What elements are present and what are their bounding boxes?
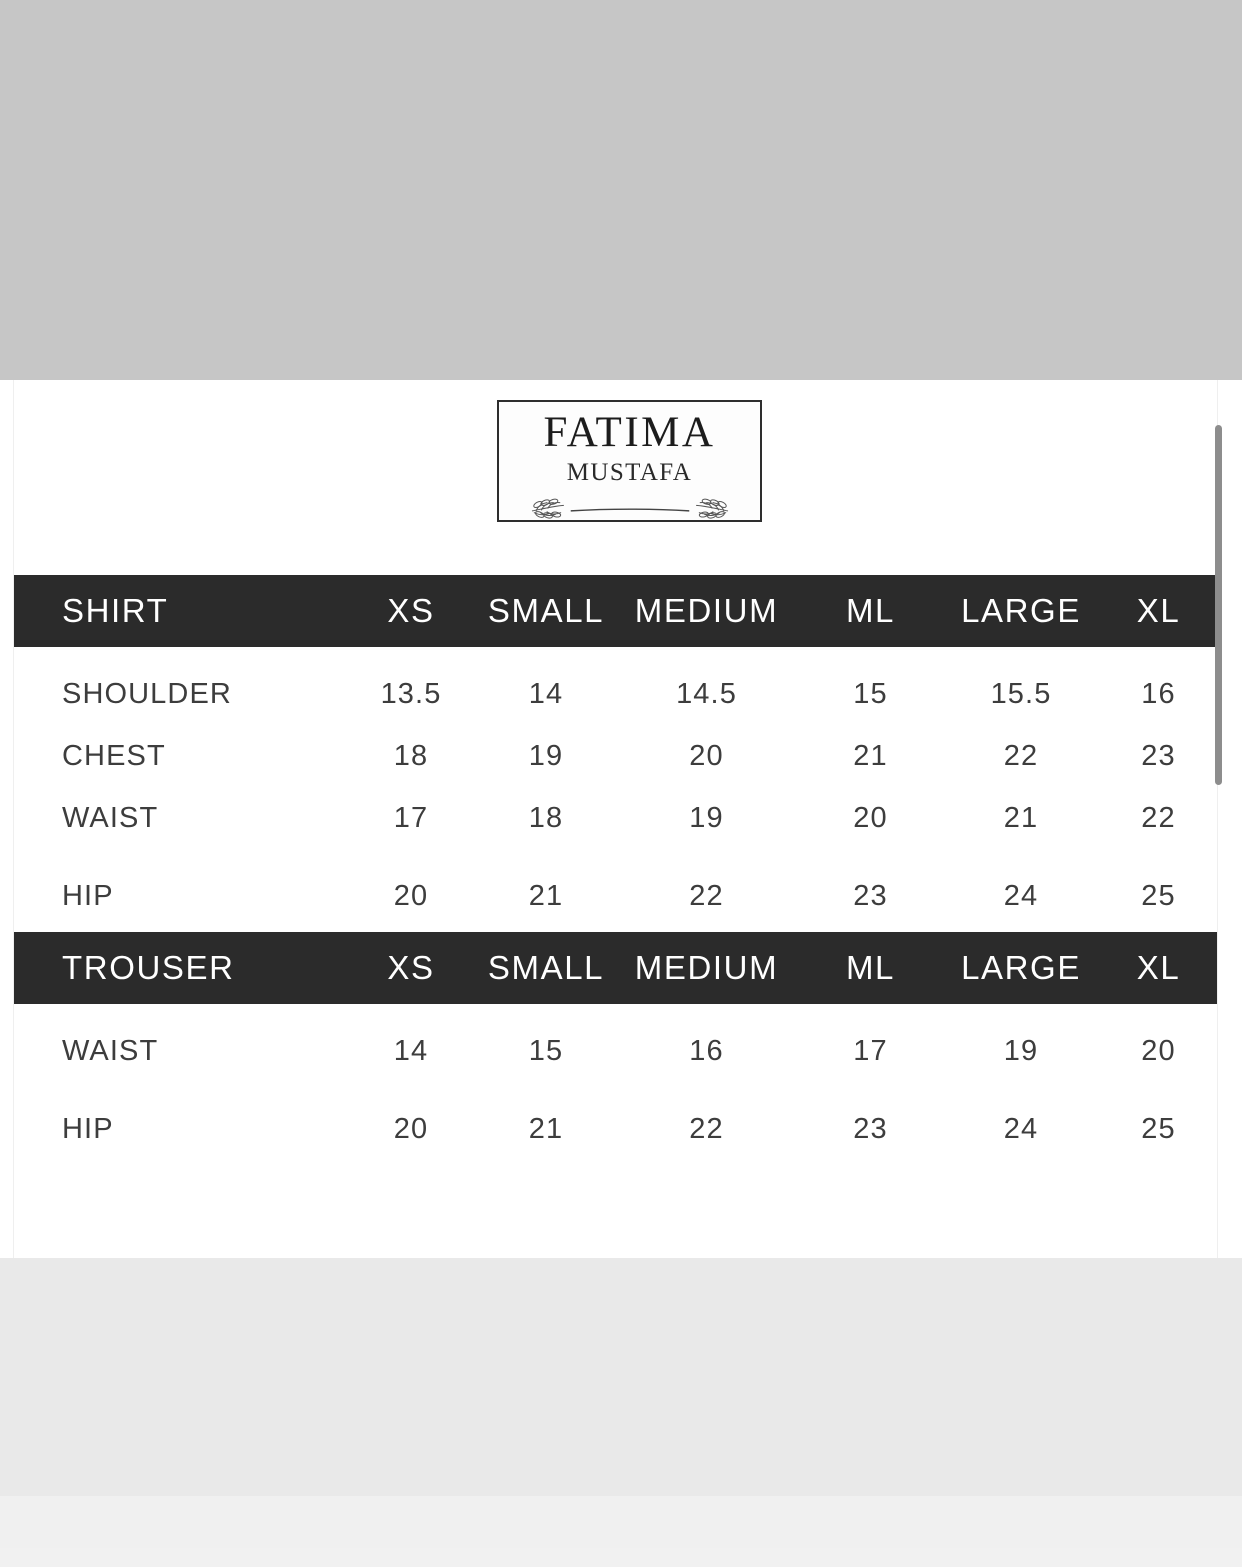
trouser-table-title: TROUSER (62, 949, 235, 986)
cell-xs: 20 (393, 879, 429, 912)
row-spacer (14, 849, 1217, 865)
row-label: HIP (62, 1112, 114, 1145)
trouser-col-header-xs: XS (387, 949, 435, 986)
cell-xl: 16 (1141, 677, 1176, 710)
cell-large: 24 (1003, 1112, 1039, 1145)
shirt-table-title: SHIRT (62, 592, 169, 629)
cell-ml: 17 (853, 1034, 888, 1067)
row-spacer (14, 1004, 1217, 1020)
cell-large: 21 (1003, 801, 1039, 834)
trouser-col-header-small: SMALL (487, 949, 605, 986)
shirt-col-header-medium: MEDIUM (634, 592, 779, 629)
trouser-table-header-row: TROUSER XS SMALL MEDIUM ML LARGE XL (14, 932, 1217, 1004)
trouser-col-header-medium: MEDIUM (634, 949, 779, 986)
cell-medium: 22 (689, 1112, 724, 1145)
table-row: WAIST 17 18 19 20 21 22 (14, 787, 1217, 849)
cell-xl: 23 (1141, 739, 1176, 772)
cell-large: 15.5 (990, 677, 1052, 710)
cell-ml: 15 (853, 677, 888, 710)
trouser-size-table: TROUSER XS SMALL MEDIUM ML LARGE XL WAIS… (14, 932, 1217, 1160)
cell-medium: 16 (689, 1034, 724, 1067)
shirt-col-header-small: SMALL (487, 592, 605, 629)
page-background-top (0, 0, 1242, 380)
cell-xs: 18 (393, 739, 429, 772)
scrollbar-track[interactable] (1215, 380, 1234, 1258)
cell-small: 21 (528, 879, 564, 912)
cell-large: 22 (1003, 739, 1039, 772)
cell-small: 21 (528, 1112, 564, 1145)
cell-small: 18 (528, 801, 564, 834)
cell-large: 24 (1003, 879, 1039, 912)
shirt-col-header-xs: XS (387, 592, 435, 629)
cell-ml: 20 (853, 801, 888, 834)
brand-logo: FATIMA MUSTAFA (497, 400, 762, 522)
row-label: WAIST (62, 801, 159, 834)
brand-name-secondary: MUSTAFA (566, 459, 693, 486)
cell-xs: 17 (393, 801, 429, 834)
shirt-col-header-xl: XL (1136, 592, 1181, 629)
size-chart-card-inner: FATIMA MUSTAFA (14, 380, 1217, 1258)
cell-small: 19 (528, 739, 564, 772)
cell-medium: 22 (689, 879, 724, 912)
row-label: CHEST (62, 739, 166, 772)
cell-xl: 22 (1141, 801, 1176, 834)
page-background-bottom-tertiary (0, 1548, 1242, 1567)
cell-medium: 19 (689, 801, 724, 834)
row-label: HIP (62, 879, 114, 912)
size-chart-card: FATIMA MUSTAFA (0, 380, 1242, 1258)
trouser-col-header-xl: XL (1136, 949, 1181, 986)
cell-medium: 20 (689, 739, 724, 772)
cell-ml: 23 (853, 1112, 888, 1145)
cell-xs: 13.5 (380, 677, 442, 710)
cell-ml: 23 (853, 879, 888, 912)
cell-xs: 20 (393, 1112, 429, 1145)
shirt-size-table: SHIRT XS SMALL MEDIUM ML LARGE XL SHOULD… (14, 575, 1217, 927)
trouser-col-header-ml: ML (845, 949, 896, 986)
row-spacer (14, 647, 1217, 663)
brand-name-primary: FATIMA (543, 409, 716, 456)
cell-small: 14 (528, 677, 564, 710)
cell-xs: 14 (393, 1034, 429, 1067)
row-spacer (14, 1082, 1217, 1098)
cell-small: 15 (528, 1034, 564, 1067)
table-row: CHEST 18 19 20 21 22 23 (14, 725, 1217, 787)
shirt-col-header-large: LARGE (961, 592, 1081, 629)
shirt-table-header-row: SHIRT XS SMALL MEDIUM ML LARGE XL (14, 575, 1217, 647)
table-row: SHOULDER 13.5 14 14.5 15 15.5 16 (14, 663, 1217, 725)
table-row: HIP 20 21 22 23 24 25 (14, 1098, 1217, 1160)
row-label: SHOULDER (62, 677, 232, 710)
cell-medium: 14.5 (676, 677, 737, 710)
cell-xl: 25 (1141, 879, 1176, 912)
cell-xl: 25 (1141, 1112, 1176, 1145)
table-row: WAIST 14 15 16 17 19 20 (14, 1020, 1217, 1082)
shirt-col-header-ml: ML (845, 592, 896, 629)
cell-xl: 20 (1141, 1034, 1176, 1067)
row-label: WAIST (62, 1034, 159, 1067)
cell-large: 19 (1003, 1034, 1039, 1067)
laurel-sprig-divider-icon (531, 498, 728, 519)
scrollbar-thumb[interactable] (1215, 425, 1222, 785)
cell-ml: 21 (853, 739, 888, 772)
table-row: HIP 20 21 22 23 24 25 (14, 865, 1217, 927)
trouser-col-header-large: LARGE (961, 949, 1081, 986)
